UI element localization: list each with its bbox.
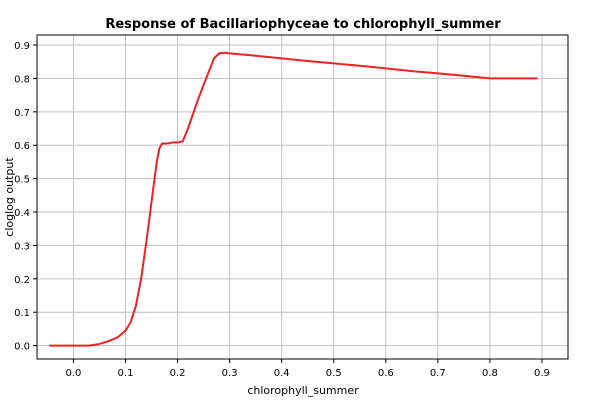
x-tick-label: 0.1 bbox=[118, 368, 134, 379]
x-tick-label: 0.3 bbox=[222, 368, 238, 379]
x-tick-label: 0.6 bbox=[378, 368, 394, 379]
y-tick-label: 0.8 bbox=[14, 74, 30, 85]
y-tick-label: 0.1 bbox=[14, 308, 30, 319]
x-tick-label: 0.7 bbox=[430, 368, 446, 379]
series-layer bbox=[49, 51, 538, 347]
y-tick-label: 0.0 bbox=[14, 342, 30, 353]
x-tick-label: 0.2 bbox=[170, 368, 186, 379]
series-line-0 bbox=[49, 51, 538, 347]
x-tick-label: 0.4 bbox=[274, 368, 290, 379]
y-tick-label: 0.9 bbox=[14, 41, 30, 52]
x-tick-label: 0.0 bbox=[65, 368, 81, 379]
y-tick-label: 0.7 bbox=[14, 108, 30, 119]
y-tick-label: 0.3 bbox=[14, 241, 30, 252]
y-axis-label: cloglog output bbox=[3, 157, 16, 237]
axis-ticks: 0.0 0.1 0.2 0.3 0.4 0.5 0.6 0.7 0.8 0.9 0.0 0.1 0.2 0… bbox=[14, 41, 550, 379]
y-tick-label: 0.5 bbox=[14, 175, 30, 186]
y-tick-label: 0.6 bbox=[14, 141, 30, 152]
plot-area-frame bbox=[36, 34, 569, 360]
y-tick-label: 0.4 bbox=[14, 208, 30, 219]
x-tick-label: 0.9 bbox=[534, 368, 550, 379]
x-axis-label: chlorophyll_summer bbox=[247, 384, 359, 397]
y-tick-label: 0.2 bbox=[14, 275, 30, 286]
x-tick-label: 0.5 bbox=[326, 368, 342, 379]
x-tick-label: 0.8 bbox=[482, 368, 498, 379]
grid-lines bbox=[37, 35, 568, 359]
chart-title: Response of Bacillariophyceae to chlorop… bbox=[105, 17, 501, 32]
